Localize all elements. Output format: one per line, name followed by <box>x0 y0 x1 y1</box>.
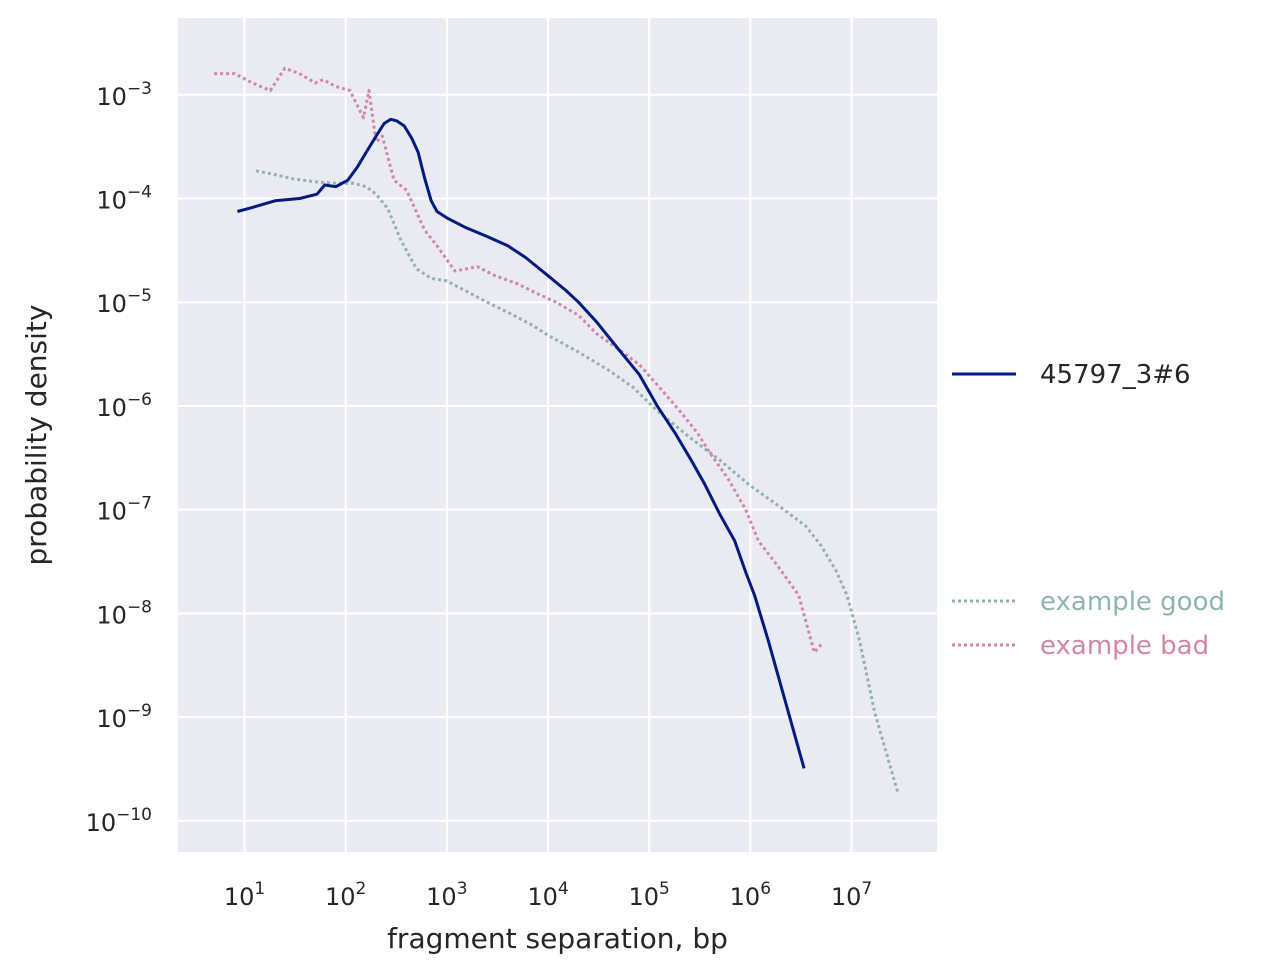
x-tick-labels: 101 102 103 104 105 106 107 <box>224 879 872 911</box>
x-tick-exponent: 7 <box>861 879 872 899</box>
x-tick-exponent: 4 <box>558 879 569 899</box>
x-tick-base: 10 <box>527 883 558 911</box>
y-tick-exponent: −8 <box>127 597 152 617</box>
y-tick-exponent: −7 <box>127 494 152 514</box>
series-lines <box>214 66 900 795</box>
series-line-example-good <box>255 169 900 795</box>
y-tick-label: 10−3 <box>96 79 152 111</box>
y-tick-exponent: −4 <box>127 182 152 202</box>
series-line-example-bad <box>214 66 823 654</box>
y-tick-exponent: −9 <box>127 701 152 721</box>
legend-main: 45797_3#6 <box>952 360 1191 390</box>
x-tick-label: 104 <box>527 879 568 911</box>
x-tick-base: 10 <box>325 883 356 911</box>
x-tick-label: 107 <box>831 879 872 911</box>
x-tick-exponent: 1 <box>254 879 265 899</box>
x-tick-base: 10 <box>831 883 862 911</box>
y-tick-label: 10−6 <box>96 390 152 422</box>
y-tick-label: 10−9 <box>96 701 152 733</box>
y-tick-base: 10 <box>96 394 127 422</box>
x-tick-label: 101 <box>224 879 265 911</box>
y-axis-label: probability density <box>20 305 53 566</box>
y-tick-exponent: −10 <box>116 805 152 825</box>
y-tick-label: 10−8 <box>96 597 152 629</box>
grid <box>178 18 937 852</box>
x-tick-label: 106 <box>730 879 771 911</box>
x-tick-exponent: 2 <box>356 879 367 899</box>
y-tick-base: 10 <box>96 601 127 629</box>
x-tick-base: 10 <box>628 883 659 911</box>
x-tick-label: 103 <box>426 879 467 911</box>
x-tick-label: 105 <box>628 879 669 911</box>
y-tick-label: 10−4 <box>96 182 152 214</box>
plot-background <box>178 18 937 852</box>
x-tick-base: 10 <box>426 883 457 911</box>
y-tick-base: 10 <box>96 186 127 214</box>
x-tick-label: 102 <box>325 879 366 911</box>
y-tick-exponent: −5 <box>127 286 152 306</box>
y-tick-base: 10 <box>96 498 127 526</box>
legend-label-series-1: 45797_3#6 <box>1040 360 1191 390</box>
x-axis-label: fragment separation, bp <box>387 922 728 955</box>
y-tick-base: 10 <box>96 290 127 318</box>
y-tick-exponent: −6 <box>127 390 152 410</box>
legend-label-example-good: example good <box>1040 587 1225 617</box>
x-tick-exponent: 5 <box>659 879 670 899</box>
x-tick-exponent: 6 <box>760 879 771 899</box>
y-tick-base: 10 <box>96 83 127 111</box>
y-tick-label: 10−5 <box>96 286 152 318</box>
y-tick-exponent: −3 <box>127 79 152 99</box>
y-tick-labels: 10−310−410−510−610−710−810−910−10 <box>86 79 152 837</box>
series-line-45797-3-6 <box>237 117 806 769</box>
y-tick-base: 10 <box>86 809 117 837</box>
x-tick-base: 10 <box>730 883 761 911</box>
y-tick-label: 10−7 <box>96 494 152 526</box>
legend-examples: example good example bad <box>952 587 1225 661</box>
y-tick-base: 10 <box>96 705 127 733</box>
y-tick-label: 10−10 <box>86 805 152 837</box>
x-tick-base: 10 <box>224 883 255 911</box>
x-tick-exponent: 3 <box>457 879 468 899</box>
legend-label-example-bad: example bad <box>1040 631 1209 661</box>
